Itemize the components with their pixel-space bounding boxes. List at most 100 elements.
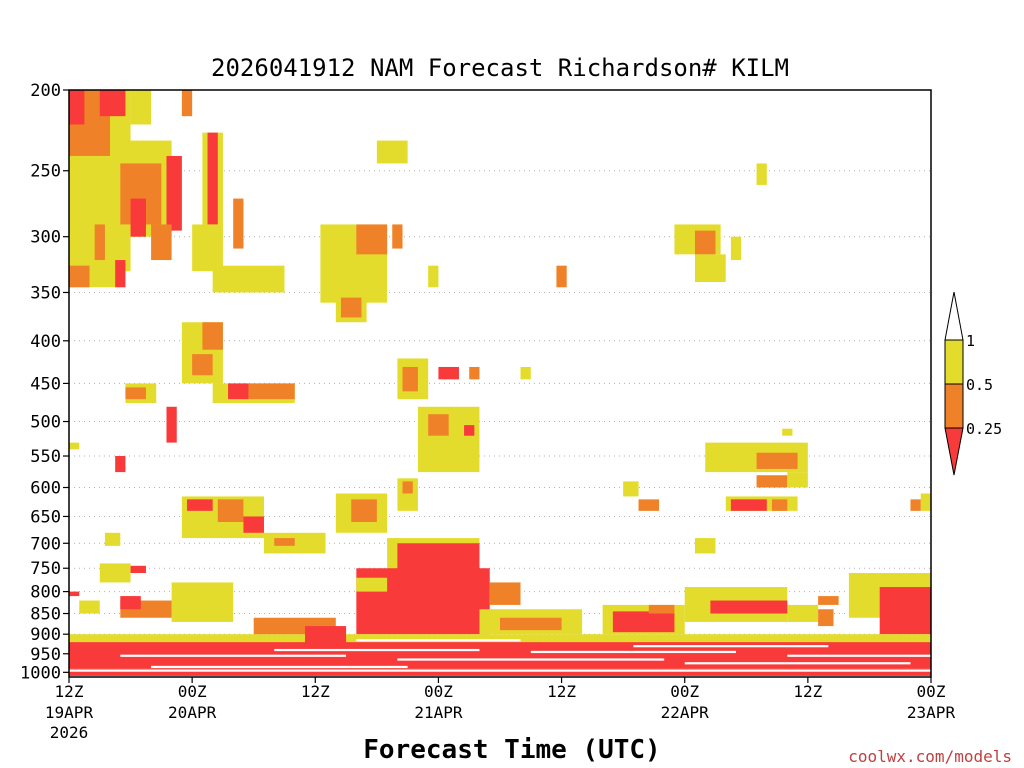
y-tick-label: 400 (30, 332, 61, 352)
heatmap-cell (130, 198, 146, 237)
white-streak (356, 639, 521, 642)
heatmap-cell (207, 132, 218, 225)
x-tick-date: 22APR (661, 703, 710, 722)
y-tick-label: 1000 (20, 663, 61, 683)
heatmap-cell (99, 90, 126, 117)
x-axis-title: Forecast Time (UTC) (363, 735, 660, 765)
heatmap-cell (648, 604, 675, 614)
y-tick-label: 600 (30, 478, 61, 498)
y-tick-label: 350 (30, 283, 61, 303)
heatmap-cell (694, 230, 716, 255)
heatmap-cell (104, 532, 121, 546)
y-tick-label: 750 (30, 559, 61, 579)
white-streak (684, 662, 911, 665)
y-tick-label: 550 (30, 447, 61, 467)
x-tick-date: 21APR (414, 703, 463, 722)
heatmap-cell (428, 414, 449, 436)
x-tick-year: 2026 (50, 723, 89, 742)
heatmap-cell (351, 499, 377, 522)
heatmap-cell (166, 155, 182, 231)
heatmap-cell (115, 456, 126, 473)
heatmap-cell (818, 609, 834, 627)
y-tick-label: 900 (30, 625, 61, 645)
heatmap-cell (756, 163, 767, 185)
heatmap-cell (212, 265, 285, 293)
heatmap-cell (115, 260, 126, 288)
x-tick-time: 12Z (793, 682, 822, 701)
heatmap-cell (556, 265, 567, 288)
heatmap-cell (612, 611, 675, 633)
heatmap-cell (694, 538, 716, 554)
heatmap-cell (638, 499, 660, 511)
white-streak (69, 669, 931, 672)
y-tick-label: 700 (30, 534, 61, 554)
legend-level-label: 1 (966, 332, 975, 350)
heatmap-cell (771, 499, 788, 511)
white-streak (397, 658, 665, 661)
heatmap-cell (151, 224, 172, 261)
heatmap-cell (356, 577, 388, 592)
heatmap-cell (818, 596, 839, 605)
heatmap-cell (305, 626, 347, 647)
heatmap-cell (520, 366, 531, 380)
heatmap-cell (99, 563, 131, 583)
heatmap-cell (120, 596, 141, 610)
colorbar-legend: 0.25 0.5 1 (944, 291, 1002, 476)
y-tick-label: 200 (30, 81, 61, 101)
heatmap-cell (69, 668, 931, 676)
heatmap-cell (438, 366, 459, 380)
x-tick-date: 19APR (45, 703, 94, 722)
x-tick-time: 12Z (301, 682, 330, 701)
heatmap-cell (130, 565, 146, 574)
heatmap-cell (694, 254, 726, 282)
heatmap-cell (402, 366, 418, 392)
heatmap-cell (94, 224, 105, 261)
y-tick-label: 800 (30, 583, 61, 603)
heatmap-cell (489, 582, 521, 605)
y-tick-label: 850 (30, 605, 61, 625)
y-tick-label: 500 (30, 413, 61, 433)
heatmap-cells (69, 90, 931, 676)
credit-text: coolwx.com/models (848, 747, 1012, 766)
legend-bin-0.25-0.5 (944, 383, 964, 429)
heatmap-cell (623, 481, 639, 497)
heatmap-cell (243, 516, 264, 533)
heatmap-cell (920, 493, 931, 511)
x-tick-time: 00Z (424, 682, 453, 701)
x-tick-date: 23APR (907, 703, 956, 722)
y-tick-label: 250 (30, 162, 61, 182)
heatmap-cell (130, 90, 152, 125)
legend-level-label: 0.25 (966, 420, 1002, 438)
heatmap-cell (730, 236, 742, 261)
white-streak (633, 645, 829, 648)
heatmap-cell (500, 617, 562, 631)
legend-bin-below-0.25 (944, 427, 964, 476)
heatmap-cell (274, 538, 295, 546)
heatmap-cell (469, 366, 480, 380)
heatmap-cell (787, 604, 819, 622)
heatmap-cell (428, 265, 439, 288)
heatmap-cell (402, 481, 413, 494)
heatmap-cell (248, 383, 295, 400)
heatmap-cell (340, 297, 362, 318)
heatmap-cell (166, 406, 177, 443)
heatmap-cell (79, 600, 100, 614)
heatmap-cell (782, 428, 793, 436)
x-tick-time: 12Z (547, 682, 576, 701)
y-axis: 200 250 300 350 400 450 500 550 600 650 700 750 8008… (20, 81, 69, 683)
heatmap-cell (464, 425, 475, 436)
heatmap-cell (228, 383, 249, 400)
chart-title: 2026041912 NAM Forecast Richardson# KILM (211, 54, 789, 82)
white-streak (787, 654, 931, 657)
heatmap-cell (710, 600, 788, 614)
heatmap-cell (181, 90, 193, 117)
heatmap-cell (233, 198, 244, 249)
heatmap-cell (392, 224, 403, 249)
heatmap-cell (69, 442, 80, 450)
x-tick-time: 12Z (55, 682, 84, 701)
heatmap-cell (202, 322, 223, 350)
heatmap-cell (730, 499, 767, 511)
white-streaks (69, 639, 931, 672)
